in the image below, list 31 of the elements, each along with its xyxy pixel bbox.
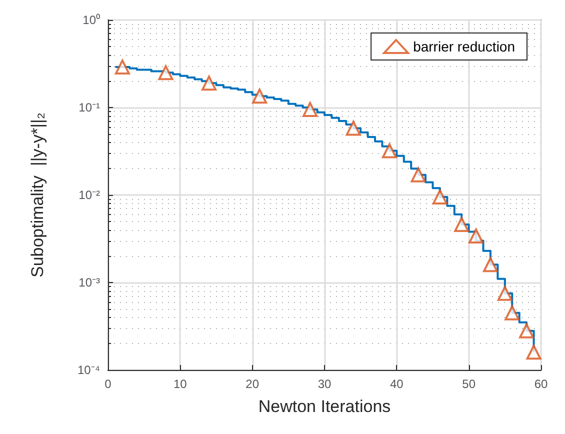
point <box>202 76 217 91</box>
point <box>410 167 426 182</box>
point <box>432 189 448 204</box>
point <box>158 65 174 80</box>
y-tick-label: 10⁰ <box>82 13 100 27</box>
y-tick-label: 10⁻⁴ <box>77 363 100 377</box>
x-tick-label: 20 <box>246 377 260 391</box>
x-tick-label: 60 <box>534 377 548 391</box>
y-tick-label: 10⁻² <box>78 188 100 202</box>
x-tick-label: 0 <box>104 377 112 391</box>
y-tick-label: 10⁻¹ <box>78 100 100 114</box>
point <box>482 257 498 272</box>
point <box>252 88 268 104</box>
x-axis-title: Newton Iterations <box>258 397 391 416</box>
x-tick-label: 10 <box>173 377 188 391</box>
point <box>114 60 130 75</box>
point <box>504 305 520 320</box>
point <box>302 102 318 117</box>
point <box>519 323 534 338</box>
x-tick-label: 30 <box>318 377 332 391</box>
point <box>382 143 397 158</box>
point <box>526 344 542 360</box>
point <box>346 120 361 136</box>
legend-label: barrier reduction <box>413 38 515 54</box>
x-tick-label: 40 <box>390 377 404 391</box>
point <box>468 228 484 244</box>
y-tick-label: 10⁻³ <box>78 276 100 290</box>
x-tick-label: 50 <box>462 377 476 391</box>
y-axis-title: Suboptimality ||y-y*||₂ <box>28 112 47 278</box>
point <box>497 286 512 301</box>
point <box>454 217 470 232</box>
